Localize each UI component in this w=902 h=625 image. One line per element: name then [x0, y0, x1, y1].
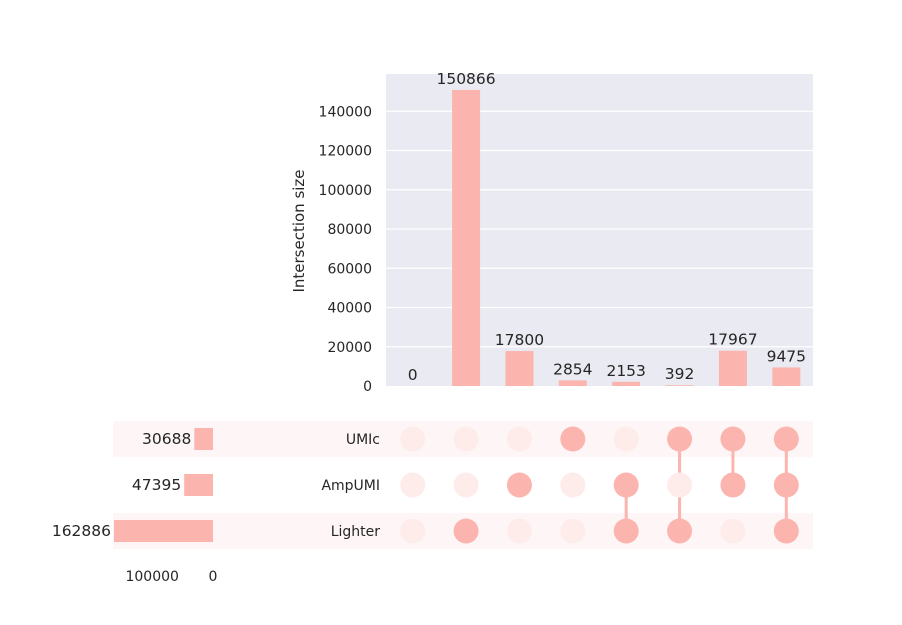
- membership-dot-inactive: [453, 426, 479, 452]
- y-tick-label: 0: [363, 379, 372, 395]
- set-size-bar: [114, 520, 213, 542]
- membership-dot-active: [773, 518, 799, 544]
- bar-value-labels: 0 150866 17800 2854 2153 392 17967 9475: [408, 70, 806, 384]
- membership-dot-inactive: [400, 426, 426, 452]
- intersection-bar: [558, 380, 587, 386]
- intersection-bar: [772, 367, 801, 386]
- bar-value-label: 2854: [553, 360, 592, 378]
- membership-dot-active: [560, 426, 586, 452]
- membership-dot-inactive: [667, 472, 693, 498]
- set-name-labels: UMIc AmpUMI Lighter: [321, 432, 380, 540]
- membership-dot-inactive: [453, 472, 479, 498]
- bar-value-label: 17967: [708, 331, 757, 349]
- set-name-label: Lighter: [331, 524, 381, 540]
- membership-dot-inactive: [613, 426, 639, 452]
- bar-value-label: 17800: [495, 331, 544, 349]
- bar-value-label: 9475: [767, 347, 806, 365]
- y-tick-label: 140000: [319, 104, 372, 120]
- y-tick-label: 80000: [327, 222, 372, 238]
- y-tick-label: 60000: [327, 261, 372, 277]
- membership-dot-active: [720, 426, 746, 452]
- y-tick-label: 20000: [327, 340, 372, 356]
- intersection-bar: [505, 351, 534, 386]
- membership-dot-inactive: [506, 426, 532, 452]
- membership-matrix: [400, 426, 799, 544]
- set-size-label: 162886: [52, 522, 111, 540]
- membership-dot-active: [613, 472, 639, 498]
- intersection-bar: [665, 385, 694, 386]
- membership-dot-active: [773, 472, 799, 498]
- set-name-label: UMIc: [346, 432, 380, 448]
- y-axis-ticks: 0 20000 40000 60000 80000 100000 120000 140000: [319, 104, 372, 395]
- set-size-bar: [194, 428, 213, 450]
- membership-dot-inactive: [400, 472, 426, 498]
- set-size-label: 30688: [142, 430, 191, 448]
- membership-dot-active: [667, 426, 693, 452]
- intersection-bar: [452, 89, 481, 386]
- y-axis-title: Intersection size: [290, 169, 308, 292]
- bar-value-label: 150866: [436, 70, 495, 88]
- membership-dot-inactive: [560, 472, 586, 498]
- bar-value-label: 0: [408, 366, 418, 384]
- membership-dot-inactive: [720, 518, 746, 544]
- membership-dot-inactive: [400, 518, 426, 544]
- membership-dot-active: [506, 472, 532, 498]
- set-size-bar: [184, 474, 213, 496]
- set-name-label: AmpUMI: [321, 478, 380, 494]
- intersection-bars: [452, 89, 801, 386]
- set-size-tick-label: 100000: [125, 569, 178, 585]
- intersection-bar: [718, 350, 747, 386]
- y-tick-label: 120000: [319, 144, 372, 160]
- bar-value-label: 2153: [606, 362, 645, 380]
- y-tick-label: 100000: [319, 183, 372, 199]
- membership-dot-active: [667, 518, 693, 544]
- membership-dot-active: [773, 426, 799, 452]
- intersection-bar: [612, 381, 641, 386]
- bar-value-label: 392: [665, 365, 695, 383]
- membership-dot-inactive: [560, 518, 586, 544]
- membership-dot-inactive: [506, 518, 532, 544]
- set-size-tick-label: 0: [209, 569, 218, 585]
- membership-dot-active: [613, 518, 639, 544]
- membership-dot-active: [720, 472, 746, 498]
- set-size-label: 47395: [132, 476, 181, 494]
- set-size-bars: 30688 47395 162886: [52, 428, 213, 542]
- membership-dot-active: [453, 518, 479, 544]
- y-tick-label: 40000: [327, 301, 372, 317]
- set-size-ticks: 100000 0: [125, 569, 217, 585]
